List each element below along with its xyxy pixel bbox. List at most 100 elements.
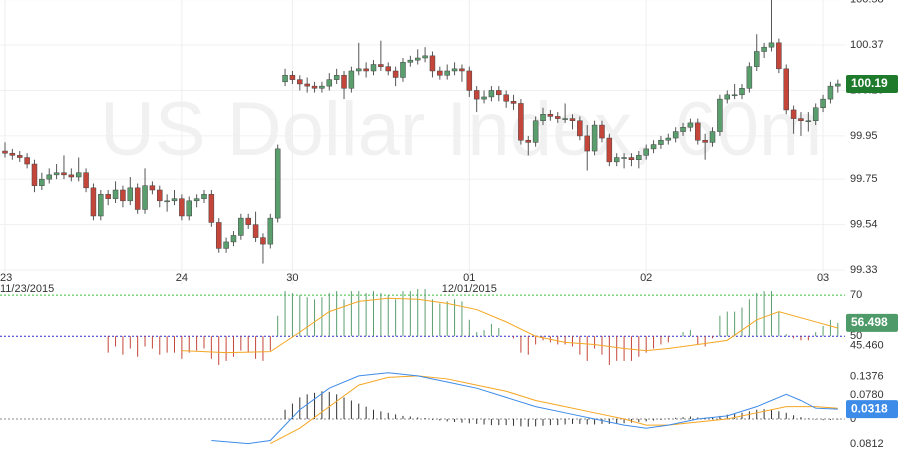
last-price-badge	[846, 74, 898, 93]
candle-body	[481, 96, 487, 100]
x-tick-label: 01	[463, 272, 475, 284]
macd-signal-line	[270, 375, 838, 445]
candle-body	[370, 64, 377, 72]
y-tick-label: 100.37	[850, 39, 884, 51]
candle-body	[400, 62, 406, 78]
candle-body	[518, 103, 524, 141]
candle-body	[695, 122, 701, 141]
candle-body	[783, 68, 789, 111]
candle-body	[473, 90, 480, 100]
candle-body	[525, 139, 532, 143]
macd-tick-label: 0.1376	[850, 371, 884, 383]
candle-body	[709, 131, 716, 143]
candle-body	[437, 70, 443, 76]
rsi-badge	[846, 313, 898, 332]
candle-body	[768, 42, 775, 48]
candle-body	[142, 185, 148, 210]
candle-body	[577, 120, 583, 137]
candle-body	[665, 137, 672, 141]
candle-body	[215, 222, 222, 249]
candle-body	[311, 85, 318, 89]
candle-body	[75, 172, 82, 178]
candle-body	[9, 152, 16, 156]
candle-body	[2, 150, 8, 154]
candle-body	[798, 118, 804, 122]
candle-body	[90, 187, 97, 217]
candle-body	[304, 83, 310, 87]
x-tick-label: 23	[0, 272, 12, 284]
candle-body	[363, 68, 369, 72]
candle-body	[157, 189, 163, 202]
macd-line	[211, 372, 838, 445]
candle-body	[98, 194, 104, 217]
candle-body	[820, 98, 826, 109]
candle-body	[112, 189, 119, 199]
candle-body	[459, 68, 465, 72]
candle-body	[164, 200, 170, 203]
macd-badge	[846, 400, 898, 419]
candle-body	[599, 124, 605, 139]
x-tick-label: 03	[817, 272, 829, 284]
candle-body	[230, 235, 237, 243]
candle-body	[422, 55, 428, 59]
candle-body	[356, 68, 362, 72]
macd-tick-label: 0.0780	[850, 389, 884, 401]
candle-body	[68, 174, 75, 178]
candle-body	[643, 148, 649, 156]
y-tick-label: 99.33	[850, 264, 878, 276]
candle-body	[613, 157, 620, 163]
candle-body	[547, 114, 554, 117]
candle-body	[208, 194, 215, 223]
candle-body	[672, 131, 679, 139]
candle-body	[451, 68, 458, 72]
candle-body	[835, 83, 841, 87]
macd-tick-label: 0.0812	[850, 438, 884, 450]
rsi-tick-label: 50	[850, 330, 862, 342]
candle-body	[282, 75, 288, 83]
candle-body	[488, 90, 495, 98]
candle-body	[650, 144, 657, 150]
candle-body	[46, 174, 52, 180]
candle-body	[805, 120, 812, 123]
candle-body	[827, 85, 834, 100]
candle-body	[223, 241, 229, 249]
candle-body	[503, 94, 509, 102]
candle-body	[680, 126, 686, 132]
candle-body	[753, 51, 760, 67]
candle-body	[179, 198, 185, 217]
macd-badge-label: 0.0318	[851, 401, 888, 415]
candle-body	[31, 163, 38, 186]
candle-body	[569, 118, 576, 122]
x-tick-label: 24	[176, 272, 188, 284]
candle-body	[333, 75, 340, 80]
x-tick-label: 02	[640, 272, 652, 284]
candle-body	[186, 200, 192, 217]
candle-body	[636, 155, 642, 160]
candle-body	[591, 124, 598, 152]
candle-body	[39, 178, 45, 186]
candle-body	[16, 155, 23, 158]
candle-body	[171, 198, 178, 202]
candle-body	[267, 217, 274, 245]
watermark-title: US Dollar Index, 60m	[100, 87, 822, 172]
candle-body	[731, 94, 738, 97]
date-label: 12/01/2015	[442, 283, 497, 295]
candle-body	[120, 189, 126, 202]
candle-body	[260, 237, 266, 245]
candle-body	[193, 198, 200, 202]
candle-body	[83, 172, 89, 189]
candle-body	[496, 90, 502, 96]
rsi-tick-label: 45.460	[850, 339, 884, 351]
y-tick-label: 99.75	[850, 173, 878, 185]
candle-body	[252, 224, 259, 238]
candle-body	[584, 135, 590, 152]
candle-body	[326, 79, 333, 87]
candle-body	[392, 70, 399, 78]
y-tick-label: 99.95	[850, 130, 878, 142]
candle-body	[378, 64, 384, 67]
candle-body	[134, 187, 141, 210]
candle-body	[429, 55, 436, 72]
y-tick-label: 99.54	[850, 219, 878, 231]
x-tick-label: 30	[286, 272, 298, 284]
candle-body	[621, 157, 627, 159]
